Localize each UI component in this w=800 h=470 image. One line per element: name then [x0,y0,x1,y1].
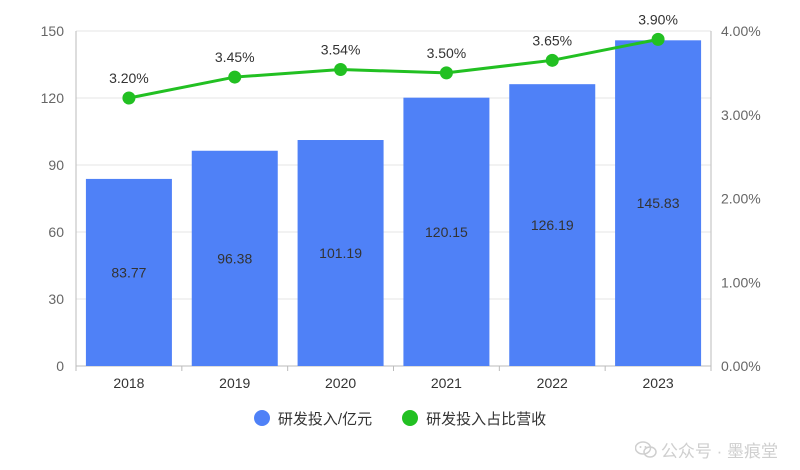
line-value-label: 3.54% [321,42,361,58]
left-axis-tick-label: 90 [48,157,64,173]
x-axis-tick-label: 2020 [325,375,356,391]
bar-value-label: 120.15 [425,224,468,240]
line-value-label: 3.20% [109,70,149,86]
right-axis-tick-label: 3.00% [721,107,761,123]
left-axis-tick-label: 150 [41,23,65,39]
bar-value-label: 83.77 [111,264,146,280]
left-axis-tick-label: 60 [48,224,64,240]
legend-bar-label: 研发投入/亿元 [277,410,373,428]
bar-value-labels: 83.77 96.38 101.19 120.15 126.19 145.83 [111,195,679,280]
bar-value-label: 101.19 [319,245,362,261]
line-value-label: 3.45% [215,49,255,65]
bar [403,97,490,366]
line-point [228,70,242,84]
legend: 研发投入/亿元 研发投入占比营收 [0,404,800,432]
line-point [122,91,136,105]
left-axis-tick-label: 30 [48,291,64,307]
line-path [128,37,659,100]
line-value-label: 3.90% [638,11,678,27]
bar [191,150,278,366]
right-axis-tick-label: 1.00% [721,274,761,290]
legend-item-bar[interactable]: 研发投入/亿元 [253,408,373,429]
x-axis-tick-label: 2018 [113,375,144,391]
x-axis-tick-label: 2023 [643,375,674,391]
right-axis-ticks: 0.00% 1.00% 2.00% 3.00% 4.00% [721,23,761,374]
watermark: 公众号 · 墨痕堂 [634,437,778,462]
right-axis-tick-label: 0.00% [721,358,761,374]
left-axis-ticks: 0 30 60 90 120 150 [41,23,65,374]
line-point [545,53,559,67]
right-axis-tick-label: 4.00% [721,23,761,39]
line-point [651,32,665,46]
bar [615,40,702,367]
left-axis-tick-label: 120 [41,90,65,106]
x-axis-tick-label: 2021 [431,375,462,391]
left-axis-tick-label: 0 [56,358,64,374]
bar-value-label: 96.38 [217,250,252,266]
bar [509,84,596,367]
x-axis-ticks: 2018 2019 2020 2021 2022 2023 [113,375,674,391]
right-axis-tick-label: 2.00% [721,191,761,207]
bar-series [85,40,702,367]
line-value-label: 3.50% [427,45,467,61]
x-axis-tick-label: 2019 [219,375,250,391]
legend-line-label: 研发投入占比营收 [426,410,547,428]
wechat-icon [634,440,657,458]
combo-chart: 83.77 96.38 101.19 120.15 126.19 145.83 3.20%… [41,11,761,391]
bar-value-label: 126.19 [531,217,574,233]
legend-item-line[interactable]: 研发投入占比营收 [402,408,546,429]
line-value-label: 3.65% [532,32,572,48]
line-point [334,63,348,77]
line-point [439,66,453,80]
bar [297,140,384,366]
x-axis-tick-label: 2022 [537,375,568,391]
bar [85,178,172,366]
line-series [122,32,665,105]
legend-bar-swatch [253,410,270,426]
axes [75,31,712,371]
legend-line-swatch [402,410,419,426]
line-value-labels: 3.20% 3.45% 3.54% 3.50% 3.65% 3.90% [109,11,678,86]
watermark-text: 公众号 · 墨痕堂 [660,442,778,461]
bar-value-label: 145.83 [637,195,680,211]
